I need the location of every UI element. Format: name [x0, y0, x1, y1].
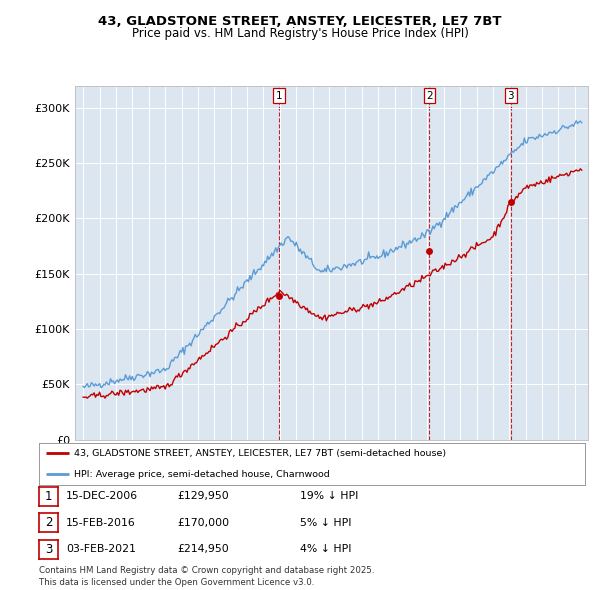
Text: 15-FEB-2016: 15-FEB-2016: [66, 518, 136, 527]
Text: 1: 1: [276, 91, 283, 101]
Text: 3: 3: [508, 91, 514, 101]
Text: 4% ↓ HPI: 4% ↓ HPI: [300, 545, 352, 554]
Text: HPI: Average price, semi-detached house, Charnwood: HPI: Average price, semi-detached house,…: [74, 470, 330, 479]
Text: 5% ↓ HPI: 5% ↓ HPI: [300, 518, 352, 527]
Text: 43, GLADSTONE STREET, ANSTEY, LEICESTER, LE7 7BT (semi-detached house): 43, GLADSTONE STREET, ANSTEY, LEICESTER,…: [74, 448, 446, 458]
Text: Price paid vs. HM Land Registry's House Price Index (HPI): Price paid vs. HM Land Registry's House …: [131, 27, 469, 40]
Text: Contains HM Land Registry data © Crown copyright and database right 2025.
This d: Contains HM Land Registry data © Crown c…: [39, 566, 374, 587]
Text: 15-DEC-2006: 15-DEC-2006: [66, 491, 138, 501]
Text: £129,950: £129,950: [177, 491, 229, 501]
Text: 3: 3: [45, 543, 52, 556]
Text: 03-FEB-2021: 03-FEB-2021: [66, 545, 136, 554]
Text: 19% ↓ HPI: 19% ↓ HPI: [300, 491, 358, 501]
Text: 1: 1: [45, 490, 52, 503]
Text: £214,950: £214,950: [177, 545, 229, 554]
Text: £170,000: £170,000: [177, 518, 229, 527]
Text: 43, GLADSTONE STREET, ANSTEY, LEICESTER, LE7 7BT: 43, GLADSTONE STREET, ANSTEY, LEICESTER,…: [98, 15, 502, 28]
Text: 2: 2: [426, 91, 433, 101]
Text: 2: 2: [45, 516, 52, 529]
